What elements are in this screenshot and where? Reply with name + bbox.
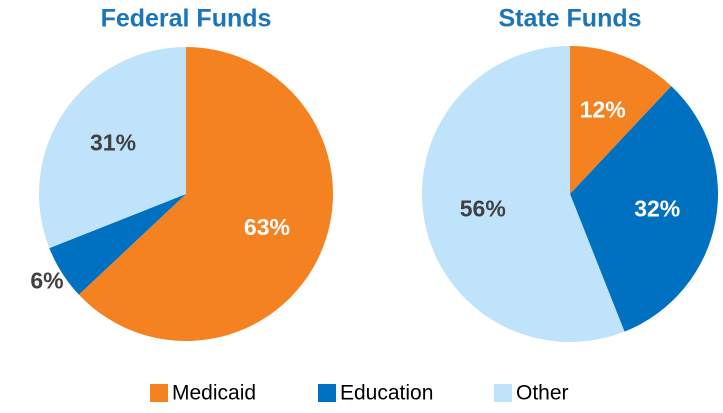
value-label: 6%	[30, 267, 63, 293]
chart-title: Federal Funds	[101, 5, 272, 33]
value-label: 32%	[634, 196, 680, 222]
chart-title: State Funds	[498, 5, 641, 33]
value-label: 31%	[90, 130, 136, 156]
legend-label: Medicaid	[172, 382, 256, 405]
legend-swatch	[318, 384, 336, 402]
value-label: 12%	[580, 97, 626, 123]
pie-slice	[78, 47, 333, 341]
legend-swatch	[494, 384, 512, 402]
legend-label: Education	[340, 382, 433, 405]
value-label: 56%	[460, 196, 506, 222]
pie-slice	[49, 194, 186, 295]
pie-slice	[570, 46, 672, 194]
value-label: 63%	[244, 214, 290, 240]
legend-swatch	[150, 384, 168, 402]
pie-slice	[570, 86, 718, 332]
pie-slice	[422, 46, 625, 342]
legend-label: Other	[516, 382, 569, 405]
pie-slice	[39, 47, 186, 249]
